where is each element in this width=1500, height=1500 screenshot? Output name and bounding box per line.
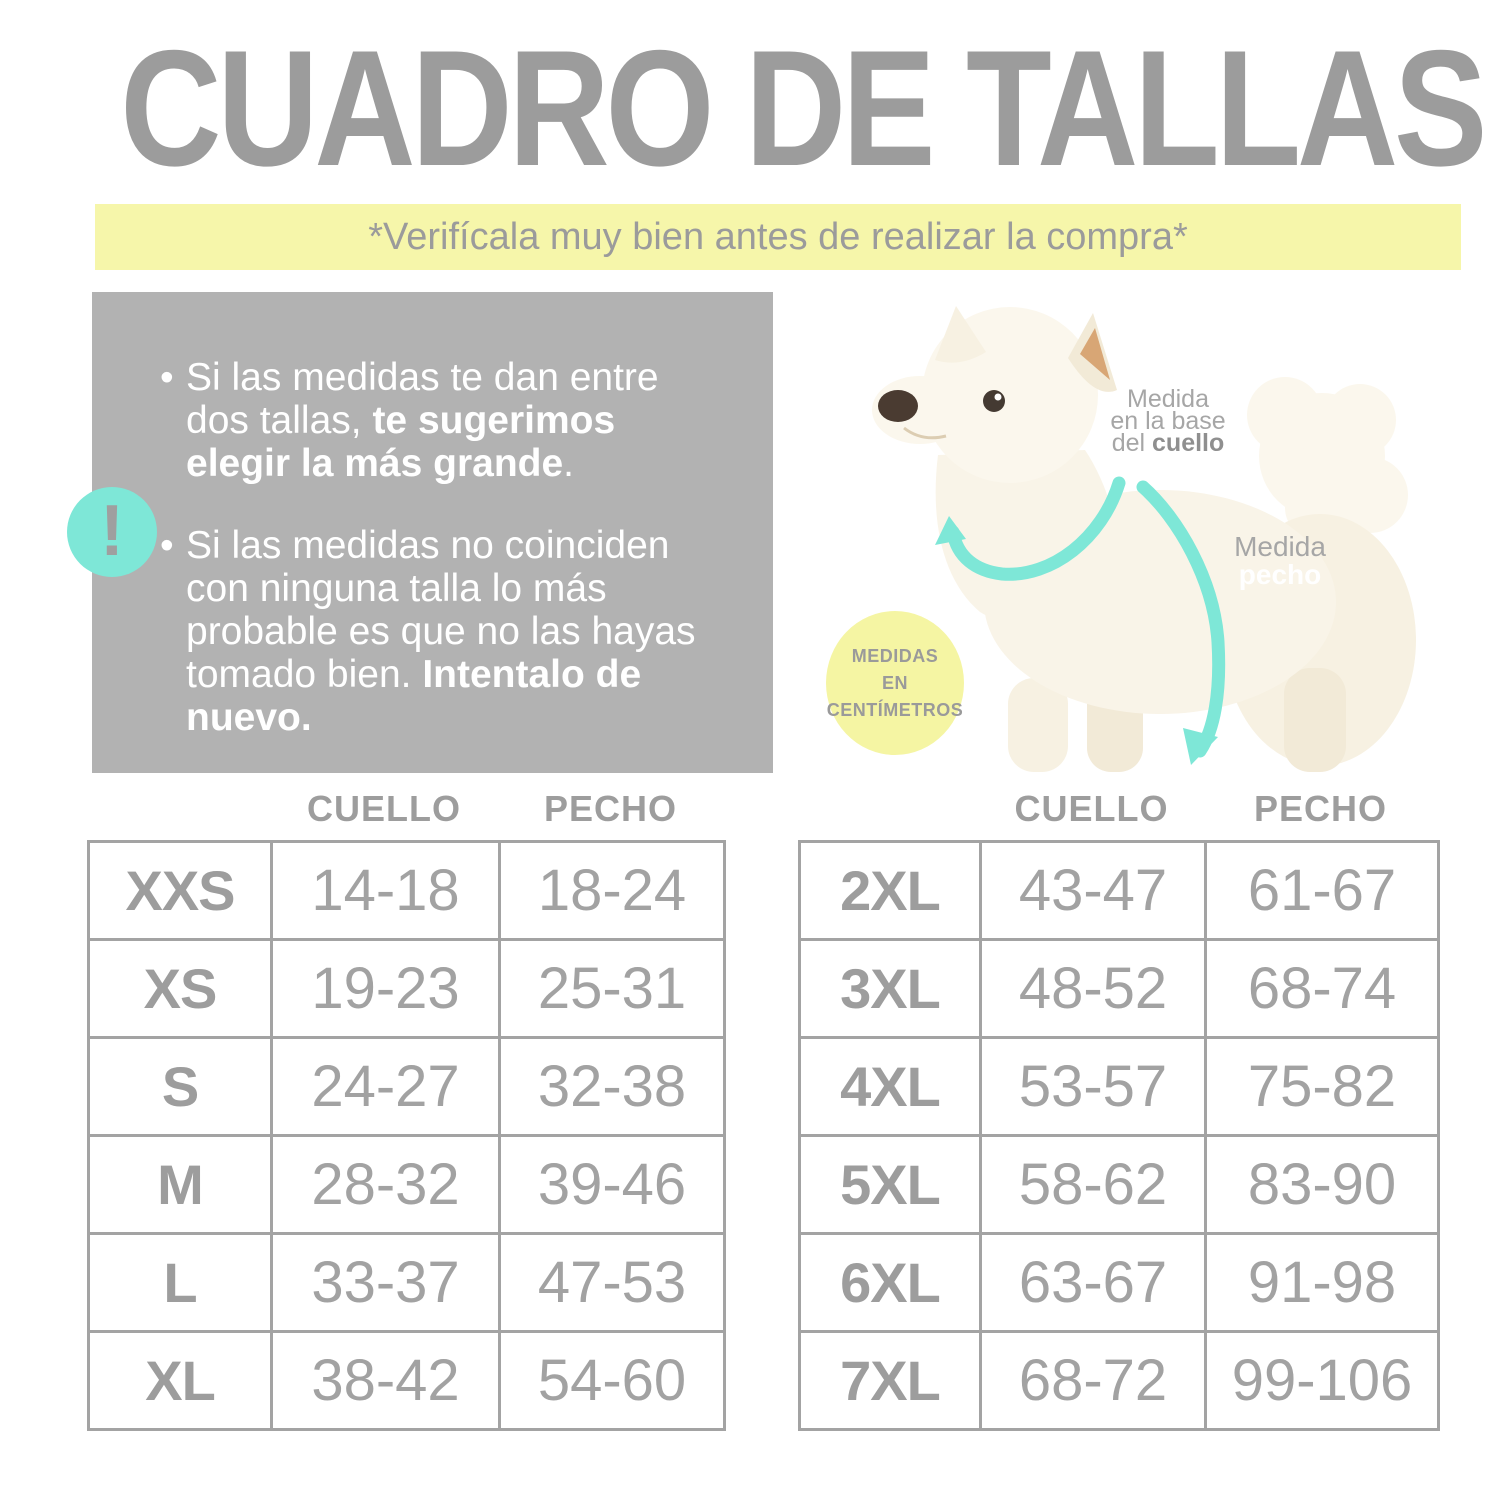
size-cell: 6XL	[798, 1232, 982, 1333]
size-cell: L	[87, 1232, 273, 1333]
cuello-cell: 43-47	[979, 840, 1207, 941]
pecho-cell: 47-53	[498, 1232, 726, 1333]
dog-ear-near	[935, 306, 986, 363]
size-cell: 3XL	[798, 938, 982, 1039]
table-row: 7XL 68-72 99-106	[798, 1330, 1440, 1431]
cuello-cell: 24-27	[270, 1036, 501, 1137]
cuello-cell: 48-52	[979, 938, 1207, 1039]
table-row: 4XL 53-57 75-82	[798, 1036, 1440, 1137]
page-title: CUADRO DE TALLAS	[120, 16, 1487, 200]
cuello-cell: 33-37	[270, 1232, 501, 1333]
table-row: S 24-27 32-38	[87, 1036, 726, 1137]
size-cell: 4XL	[798, 1036, 982, 1137]
cuello-cell: 58-62	[979, 1134, 1207, 1235]
advice-line: Si las medidas no coinciden	[186, 524, 670, 567]
cuello-cell: 63-67	[979, 1232, 1207, 1333]
disclaimer-text: *Verifícala muy bien antes de realizar l…	[368, 216, 1188, 258]
page-title-wrap: CUADRO DE TALLAS	[0, 26, 1500, 191]
pecho-cell: 83-90	[1204, 1134, 1440, 1235]
cuello-cell: 38-42	[270, 1330, 501, 1431]
size-cell: XXS	[87, 840, 273, 941]
size-cell: 7XL	[798, 1330, 982, 1431]
dog-hind-leg	[1284, 668, 1346, 772]
dog-nose	[878, 390, 918, 422]
dog-tail	[1247, 377, 1408, 538]
advice-bullet-2: Si las medidas no coinciden con ninguna …	[186, 524, 696, 739]
pecho-cell: 25-31	[498, 938, 726, 1039]
table-row: 2XL 43-47 61-67	[798, 840, 1440, 941]
advice-line: tomado bien. Intentalo de	[186, 653, 642, 696]
pecho-cell: 18-24	[498, 840, 726, 941]
table-row: 5XL 58-62 83-90	[798, 1134, 1440, 1235]
pecho-cell: 91-98	[1204, 1232, 1440, 1333]
dog-ear-inner	[1080, 328, 1110, 380]
pecho-cell: 32-38	[498, 1036, 726, 1137]
size-cell: 5XL	[798, 1134, 982, 1235]
pecho-cell: 68-74	[1204, 938, 1440, 1039]
dog-illustration	[872, 306, 1416, 772]
left-table-header-cuello: CUELLO	[307, 788, 461, 829]
right-table-header-cuello: CUELLO	[1014, 788, 1169, 829]
dog-eye	[983, 390, 1005, 412]
size-cell: XL	[87, 1330, 273, 1431]
bullet-icon: •	[160, 356, 174, 399]
units-badge: MEDIDAS EN CENTÍMETROS	[826, 611, 964, 755]
neck-measure-label: Medida en la base del cuello	[1110, 385, 1226, 457]
dog-front-leg-near	[1008, 678, 1068, 772]
advice-line: probable es que no las hayas	[186, 610, 696, 653]
advice-line: dos tallas, te sugerimos	[186, 399, 616, 442]
size-cell: M	[87, 1134, 273, 1235]
size-cell: S	[87, 1036, 273, 1137]
advice-line: Si las medidas te dan entre	[186, 356, 659, 399]
size-cell: 2XL	[798, 840, 982, 941]
advice-panel	[92, 292, 773, 773]
dog-mouth	[903, 426, 947, 440]
table-row: M 28-32 39-46	[87, 1134, 726, 1235]
pecho-cell: 75-82	[1204, 1036, 1440, 1137]
pecho-cell: 54-60	[498, 1330, 726, 1431]
neck-measure-arrow	[935, 476, 1126, 581]
cuello-cell: 68-72	[979, 1330, 1207, 1431]
advice-line: elegir la más grande.	[186, 442, 575, 485]
right-table-header-pecho: PECHO	[1253, 788, 1388, 829]
chest-measure-label: Medida pecho	[1234, 531, 1326, 590]
cuello-cell: 19-23	[270, 938, 501, 1039]
chest-measure-arrow	[1136, 480, 1226, 765]
cuello-cell: 14-18	[270, 840, 501, 941]
table-row: 3XL 48-52 68-74	[798, 938, 1440, 1039]
size-table-right: 2XL 43-47 61-67 3XL 48-52 68-74 4XL 53-5…	[798, 840, 1440, 1431]
advice-bullet-1: Si las medidas te dan entre dos tallas, …	[186, 356, 659, 485]
size-cell: XS	[87, 938, 273, 1039]
exclamation-icon: !	[67, 487, 157, 577]
advice-line: con ninguna talla lo más	[186, 567, 607, 610]
dog-neck	[935, 450, 1124, 634]
bullet-icon: •	[160, 524, 174, 567]
size-table-left: XXS 14-18 18-24 XS 19-23 25-31 S 24-27 3…	[87, 840, 726, 1431]
table-row: L 33-37 47-53	[87, 1232, 726, 1333]
cuello-cell: 28-32	[270, 1134, 501, 1235]
pecho-cell: 39-46	[498, 1134, 726, 1235]
table-row: XL 38-42 54-60	[87, 1330, 726, 1431]
disclaimer-banner: *Verifícala muy bien antes de realizar l…	[95, 204, 1461, 270]
dog-eye-glint	[994, 393, 1002, 401]
left-table-header-pecho: PECHO	[543, 788, 678, 829]
pecho-cell: 99-106	[1204, 1330, 1440, 1431]
pecho-cell: 61-67	[1204, 840, 1440, 941]
cuello-cell: 53-57	[979, 1036, 1207, 1137]
table-row: 6XL 63-67 91-98	[798, 1232, 1440, 1333]
table-row: XS 19-23 25-31	[87, 938, 726, 1039]
advice-line: nuevo.	[186, 696, 312, 739]
table-row: XXS 14-18 18-24	[87, 840, 726, 941]
